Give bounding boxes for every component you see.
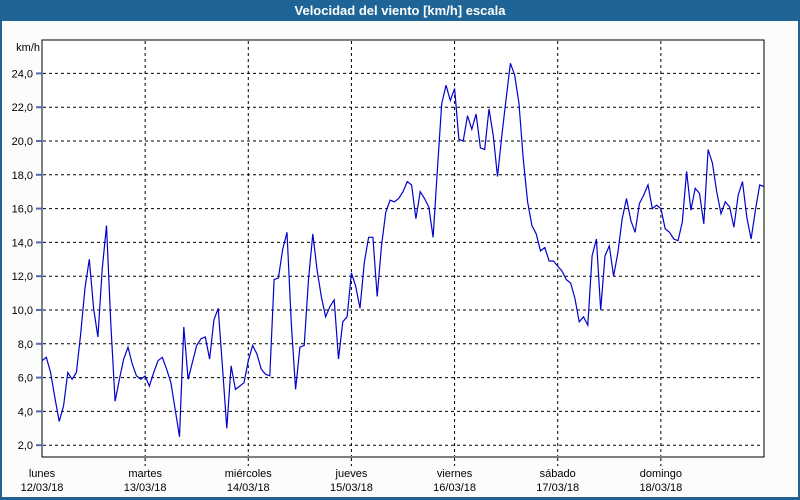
y-tick-label: 4,0 (18, 406, 33, 418)
wind-speed-line (41, 63, 765, 437)
y-tick-label: 18,0 (12, 170, 33, 182)
chart-title-bar: Velocidad del viento [km/h] escala (2, 0, 798, 21)
x-day-date: 15/03/18 (330, 482, 373, 494)
y-tick-label: 12,0 (12, 271, 33, 283)
y-axis-unit-label: km/h (16, 42, 40, 54)
x-day-name: lunes (29, 468, 56, 480)
y-tick-label: 10,0 (12, 305, 33, 317)
y-tick-label: 14,0 (12, 237, 33, 249)
y-tick-label: 24,0 (12, 68, 33, 80)
x-day-name: martes (128, 468, 162, 480)
x-day-name: jueves (335, 468, 368, 480)
y-tick-label: 16,0 (12, 204, 33, 216)
y-tick-label: 22,0 (12, 102, 33, 114)
x-day-name: domingo (640, 468, 682, 480)
y-tick-label: 8,0 (18, 339, 33, 351)
plot-area (41, 39, 765, 458)
x-day-date: 17/03/18 (536, 482, 579, 494)
x-day-name: miércoles (225, 468, 273, 480)
chart-title: Velocidad del viento [km/h] escala (294, 3, 506, 18)
y-tick-label: 20,0 (12, 136, 33, 148)
x-day-name: sábado (540, 468, 576, 480)
x-day-name: viernes (437, 468, 473, 480)
x-day-date: 18/03/18 (639, 482, 682, 494)
x-day-date: 14/03/18 (227, 482, 270, 494)
x-day-date: 12/03/18 (21, 482, 64, 494)
y-tick-label: 2,0 (18, 440, 33, 452)
x-day-date: 16/03/18 (433, 482, 476, 494)
x-day-date: 13/03/18 (124, 482, 167, 494)
y-tick-label: 6,0 (18, 373, 33, 385)
